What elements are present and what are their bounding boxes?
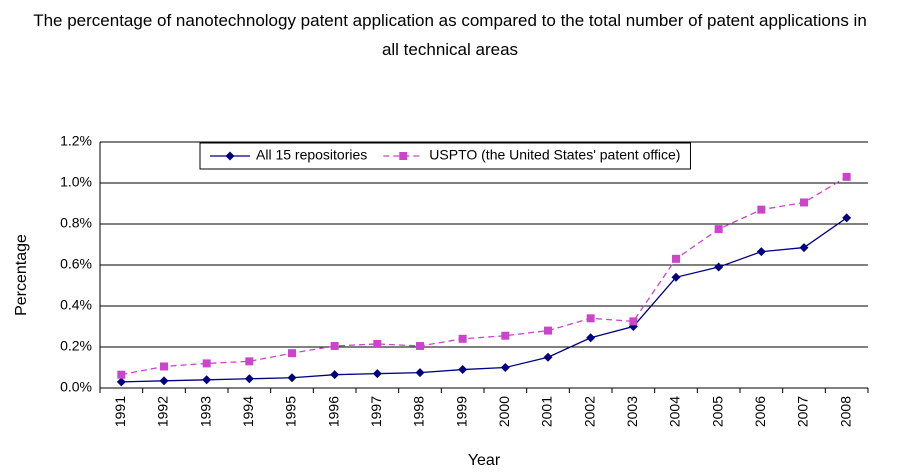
x-tick-label: 1991 [112, 396, 128, 427]
x-tick-label: 1992 [155, 396, 171, 427]
data-point [160, 362, 168, 371]
y-tick-label: 0.4% [60, 297, 92, 313]
data-point [842, 172, 851, 181]
data-point [500, 363, 510, 372]
y-tick-label: 0.6% [60, 256, 92, 272]
data-point [116, 377, 126, 387]
data-point [373, 339, 382, 348]
legend-box [199, 142, 691, 170]
data-point [244, 374, 254, 384]
data-point [586, 314, 595, 323]
data-point [287, 373, 297, 383]
y-tick-label: 0.2% [60, 338, 92, 354]
data-point [543, 352, 553, 362]
x-tick-label: 1994 [240, 396, 256, 427]
data-point [458, 334, 467, 343]
x-tick-label: 2001 [539, 396, 555, 427]
x-tick-label: 1998 [411, 396, 427, 427]
legend-label: All 15 repositories [256, 147, 367, 163]
x-tick-label: 2004 [667, 396, 683, 427]
y-tick-label: 1.0% [60, 174, 92, 190]
data-point [757, 205, 766, 214]
data-point [117, 370, 126, 379]
data-point [800, 198, 808, 207]
data-point [458, 365, 468, 375]
data-point [245, 357, 254, 366]
x-tick-label: 2002 [581, 396, 597, 427]
x-axis-title: Year [468, 452, 501, 469]
legend-marker [399, 152, 408, 160]
data-point [586, 333, 596, 343]
data-point [671, 272, 681, 282]
chart-title: The percentage of nanotechnology patent … [33, 11, 867, 59]
data-point [629, 317, 638, 326]
data-point [202, 359, 211, 368]
x-tick-label: 1997 [368, 396, 384, 427]
x-tick-label: 2003 [624, 396, 640, 427]
data-point [416, 341, 424, 350]
x-tick-label: 2006 [752, 396, 768, 427]
data-point [202, 375, 212, 385]
x-tick-label: 2000 [496, 396, 512, 427]
data-point [544, 326, 552, 335]
legend-marker [225, 151, 235, 161]
x-tick-label: 1996 [325, 396, 341, 427]
x-tick-label: 1993 [197, 396, 213, 427]
series-line [121, 217, 848, 383]
x-tick-label: 1995 [283, 396, 299, 427]
data-point [159, 376, 169, 386]
data-point [672, 254, 680, 263]
data-point [714, 225, 723, 234]
data-point [842, 213, 852, 223]
data-point [372, 369, 382, 379]
y-tick-label: 0.8% [60, 215, 92, 231]
data-point [756, 247, 766, 257]
y-axis-title: Percentage [13, 234, 30, 316]
y-tick-label: 0.0% [60, 379, 92, 395]
data-point [415, 368, 425, 378]
data-point [799, 243, 809, 253]
data-point [714, 262, 724, 272]
series-line [121, 176, 848, 376]
x-tick-label: 2005 [709, 396, 725, 427]
legend-label: USPTO (the United States' patent office) [429, 147, 680, 163]
data-point [330, 370, 340, 380]
data-point [501, 331, 510, 340]
x-tick-label: 2007 [795, 396, 811, 427]
x-tick-label: 2008 [837, 396, 853, 427]
data-point [288, 349, 296, 358]
x-tick-label: 1999 [453, 396, 469, 427]
data-point [330, 341, 339, 350]
y-tick-label: 1.2% [60, 133, 92, 149]
